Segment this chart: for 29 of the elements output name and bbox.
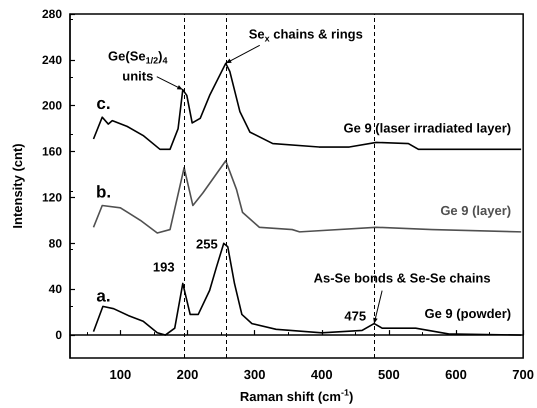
annotation: c. (96, 93, 111, 112)
y-tick-label: 160 (42, 144, 62, 159)
x-tick-label: 200 (176, 367, 198, 382)
annotation: Ge(Se$_{1/2}$)$_{4}$ units (108, 48, 168, 84)
annotation: 255 (196, 236, 218, 251)
series-label: Ge 9 (laser irradiated layer) (344, 120, 512, 135)
series-label: Ge 9 (powder) (424, 306, 512, 321)
line-series (92, 160, 522, 234)
y-tick-label: 80 (48, 236, 62, 250)
annotation: Se$_{x}$ chains & rings (248, 26, 363, 44)
annotation: 475 (344, 308, 366, 324)
x-tick-label: 300 (244, 367, 266, 382)
y-axis-title: Intensity (cnt) (10, 143, 25, 229)
x-tick-label: 500 (378, 367, 400, 382)
x-tick-label: 400 (310, 367, 333, 382)
series-label: Ge 9 (layer) (440, 202, 512, 218)
annotation: b. (96, 182, 112, 201)
y-tick-label: 200 (42, 98, 62, 113)
y-tick-label: 120 (42, 190, 62, 204)
y-tick-label: 240 (42, 52, 62, 67)
x-tick-label: 100 (110, 367, 132, 382)
y-tick-label: 0 (55, 328, 62, 342)
x-tick-label: 700 (512, 367, 534, 382)
y-tick-label: 280 (42, 7, 62, 21)
x-tick-label: 600 (445, 367, 467, 382)
y-tick-label: 40 (48, 282, 62, 296)
annotation: As-Se bonds & Se-Se chains (314, 270, 491, 286)
annotation: a. (96, 286, 111, 306)
annotation: 193 (152, 258, 175, 274)
